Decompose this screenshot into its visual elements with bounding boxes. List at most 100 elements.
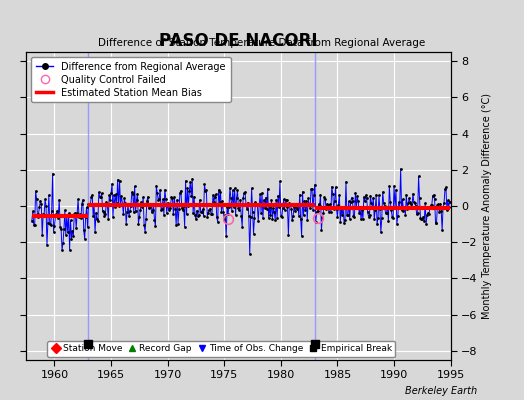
- Point: [404, 200, 412, 206]
- Point: [227, 195, 235, 201]
- Point: [249, 230, 258, 237]
- Point: [363, 195, 371, 201]
- Point: [321, 196, 330, 202]
- Point: [55, 196, 63, 203]
- Point: [234, 205, 243, 211]
- Point: [66, 247, 74, 253]
- Point: [175, 206, 183, 213]
- Point: [351, 190, 359, 196]
- Point: [413, 210, 422, 217]
- Point: [172, 222, 180, 228]
- Point: [350, 214, 358, 220]
- Point: [209, 192, 217, 198]
- Point: [253, 201, 261, 208]
- Point: [158, 206, 166, 212]
- Point: [79, 196, 87, 203]
- Point: [166, 202, 174, 208]
- Point: [252, 202, 260, 208]
- Point: [107, 190, 115, 196]
- Point: [153, 190, 161, 197]
- Point: [213, 218, 222, 225]
- Point: [257, 210, 265, 216]
- Point: [422, 220, 430, 227]
- Point: [279, 205, 287, 212]
- Point: [52, 210, 61, 217]
- Point: [191, 212, 199, 218]
- Point: [305, 201, 313, 208]
- Point: [243, 206, 251, 212]
- Point: [275, 204, 283, 210]
- Point: [423, 212, 431, 218]
- Point: [184, 203, 193, 210]
- Point: [345, 198, 353, 205]
- Point: [163, 200, 172, 206]
- Point: [348, 198, 357, 204]
- Point: [193, 208, 201, 214]
- Point: [43, 242, 51, 248]
- Point: [328, 183, 336, 190]
- Point: [30, 222, 39, 228]
- Point: [187, 193, 195, 200]
- Point: [265, 214, 273, 221]
- Point: [444, 203, 453, 210]
- Point: [176, 190, 184, 196]
- Point: [233, 187, 242, 194]
- Point: [147, 209, 156, 216]
- Point: [387, 206, 396, 213]
- Point: [283, 204, 292, 210]
- Point: [130, 183, 139, 190]
- Point: [72, 225, 80, 231]
- Point: [34, 211, 42, 217]
- Point: [359, 194, 368, 200]
- Point: [397, 166, 405, 172]
- Point: [361, 198, 369, 205]
- Point: [174, 220, 182, 227]
- Point: [322, 206, 330, 212]
- Point: [438, 227, 446, 233]
- Point: [151, 223, 160, 230]
- Point: [406, 199, 414, 206]
- Point: [100, 213, 108, 219]
- Point: [335, 192, 344, 198]
- Point: [240, 190, 248, 196]
- Point: [356, 205, 364, 212]
- Point: [81, 236, 89, 242]
- Point: [112, 191, 120, 198]
- Point: [420, 218, 429, 225]
- Point: [219, 209, 227, 215]
- Point: [269, 205, 278, 211]
- Point: [352, 204, 361, 210]
- Point: [325, 209, 333, 215]
- Point: [392, 186, 400, 193]
- Point: [396, 204, 404, 210]
- Point: [312, 208, 321, 215]
- Point: [70, 211, 79, 217]
- Point: [185, 188, 193, 194]
- Point: [149, 202, 158, 208]
- Point: [344, 212, 352, 218]
- Point: [299, 212, 308, 218]
- Point: [274, 192, 282, 199]
- Point: [354, 198, 363, 205]
- Point: [286, 201, 294, 207]
- Point: [440, 200, 448, 206]
- Point: [134, 220, 143, 227]
- Point: [122, 220, 130, 227]
- Point: [140, 221, 148, 228]
- Point: [189, 210, 198, 216]
- Point: [399, 208, 408, 215]
- Point: [416, 214, 424, 221]
- Point: [347, 194, 356, 201]
- Point: [405, 195, 413, 202]
- Point: [59, 240, 67, 246]
- Point: [358, 206, 366, 213]
- Point: [407, 201, 415, 208]
- Point: [192, 216, 200, 222]
- Point: [359, 216, 367, 222]
- Point: [50, 222, 59, 229]
- Point: [74, 196, 82, 203]
- Point: [430, 192, 438, 198]
- Point: [211, 194, 219, 200]
- Point: [132, 208, 140, 214]
- Point: [350, 213, 358, 219]
